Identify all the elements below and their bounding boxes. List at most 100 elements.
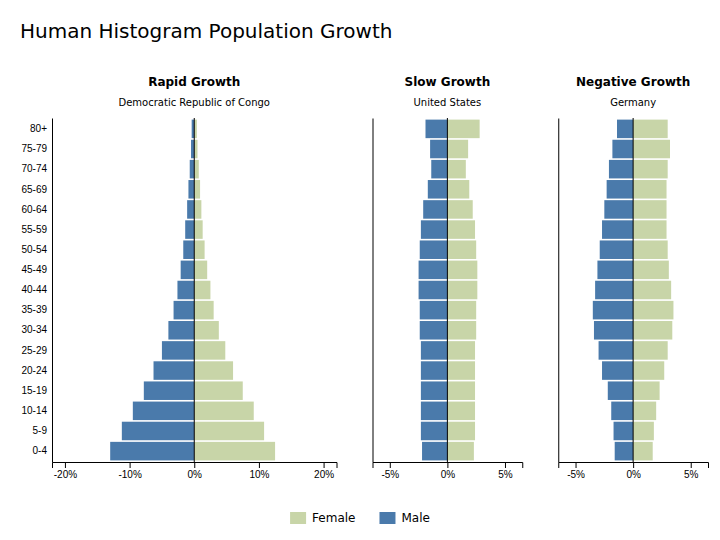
bar [447,261,477,280]
panel-title: Slow Growth [405,75,491,89]
panel: -5%0%5%Slow GrowthUnited States [373,75,523,480]
bar [194,160,199,179]
bar [162,341,194,360]
bar [431,160,447,179]
y-axis [372,119,374,463]
tick-label: 45-49 [21,264,47,275]
bar [593,301,633,320]
panel: -20%-10%0%10%20%80+75-7970-7465-6960-645… [21,75,337,480]
legend-label: Male [401,511,429,525]
figure-title: Human Histogram Population Growth [20,19,392,43]
tick-mark [130,462,131,468]
bar [187,200,194,219]
bar [194,301,213,320]
tick-label: -10% [118,469,141,480]
bar [599,341,634,360]
marks [593,118,674,462]
bar [420,240,448,259]
bar [188,180,194,199]
bar [194,281,210,300]
tick-label: 0% [188,469,203,480]
tick-label: 5% [498,469,513,480]
bar [420,301,448,320]
bar [447,341,475,360]
bar [447,120,479,139]
bar [633,442,653,461]
bar [421,381,447,400]
legend-swatch [290,512,306,524]
bar [602,220,633,239]
bar [194,361,233,380]
bar [447,160,465,179]
bar [194,381,242,400]
x-axis: -5%0%5% [559,462,709,480]
tick-mark [447,462,448,468]
x-tick: 0% [188,462,203,480]
bar [604,200,633,219]
tick-label: 75-79 [21,143,47,154]
tick-label: 60-64 [21,204,47,215]
y-axis: 80+75-7970-7465-6960-6455-5950-5445-4940… [21,119,52,463]
tick-mark [576,462,577,468]
tick-mark [633,462,634,468]
bar [633,381,659,400]
bar [633,200,666,219]
bar [600,240,633,259]
panel-subtitle: Germany [610,97,656,108]
bar [421,422,447,441]
bar [612,140,633,159]
tick-label: 80+ [30,123,47,134]
x-tick: 0% [626,462,641,480]
tick-label: -20% [54,469,77,480]
axis-domain [52,119,53,463]
bar [447,301,476,320]
bar [633,160,668,179]
y-tick: 45-49 [21,264,52,275]
legend-label: Female [312,511,355,525]
bar [422,442,447,461]
y-tick: 80+ [30,123,52,134]
legend: Female Male [290,511,430,525]
bar [633,281,671,300]
bar [447,140,468,159]
tick-label: 0% [626,469,641,480]
y-tick: 10-14 [21,405,52,416]
tick-label: 25-29 [21,345,47,356]
bar [425,120,447,139]
tick-label: 20% [314,469,334,480]
tick-label: 20-24 [21,365,47,376]
bar [430,140,447,159]
tick-mark [324,462,325,468]
y-tick: 30-34 [21,324,52,335]
tick-label: 65-69 [21,183,47,194]
bar [185,220,194,239]
tick-label: 10% [249,469,269,480]
chart-svg: Human Histogram Population Growth -20% -10… [0,0,720,540]
bar [633,422,654,441]
bar [447,381,475,400]
bar [194,240,204,259]
x-axis: -20% -10% 0% 10% 20% [53,462,338,480]
tick-label: 40-44 [21,284,47,295]
bar [419,261,448,280]
bar [194,180,200,199]
x-tick: -20% [54,462,77,480]
tick-label: 50-54 [21,244,47,255]
bar [428,180,448,199]
bar [447,361,475,380]
bar [194,442,275,461]
bar [594,321,633,340]
axis-domain [558,119,559,463]
tick-label: 35-39 [21,304,47,315]
bar [133,402,194,421]
bar [633,180,666,199]
panel-title: Rapid Growth [148,75,240,89]
y-tick: 5-9 [33,425,52,436]
bar [633,120,668,139]
bar [122,422,194,441]
zero-line [633,118,634,462]
bar [608,381,633,400]
bar [174,301,195,320]
bar [633,220,666,239]
bar [194,321,219,340]
